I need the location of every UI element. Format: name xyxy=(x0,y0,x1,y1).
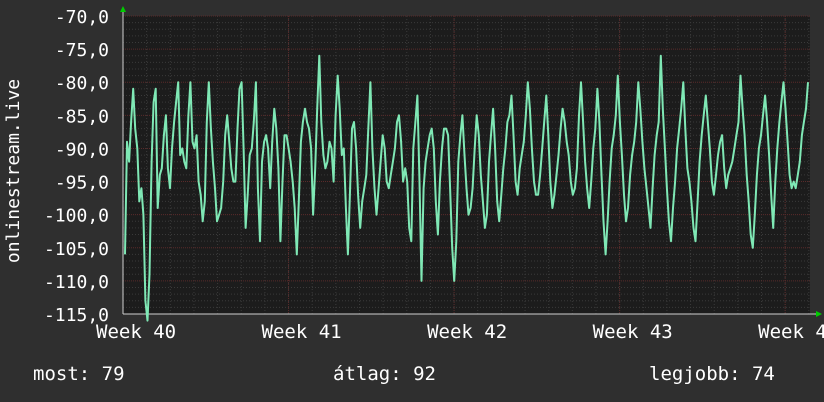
x-tick-label: Week 43 xyxy=(593,321,673,343)
stat-now: most: 79 xyxy=(33,363,125,385)
y-tick-label: -85,0 xyxy=(55,106,109,127)
stat-average: átlag: 92 xyxy=(333,363,436,385)
series-line xyxy=(124,54,809,322)
grid xyxy=(122,15,810,315)
y-tick-label: -80,0 xyxy=(55,73,109,94)
x-tick-label: Week 40 xyxy=(96,321,176,343)
y-tick-label: -70,0 xyxy=(55,7,109,28)
axes xyxy=(120,6,822,317)
stat-best-value: 74 xyxy=(751,363,775,385)
y-axis-arrow-icon xyxy=(120,6,126,12)
stat-best: legjobb: 74 xyxy=(649,363,775,385)
y-tick-label: -75,0 xyxy=(55,40,109,61)
line-chart: -70,0 -75,0 -80,0 -85,0 -90,0 -95,0 -100,0 -105… xyxy=(3,6,824,343)
x-axis-arrow-icon xyxy=(816,311,822,317)
x-tick-label: Week 41 xyxy=(262,321,342,343)
y-tick-label: -105,0 xyxy=(44,239,109,260)
x-tick-label: Week 42 xyxy=(427,321,507,343)
y-tick-label: -115,0 xyxy=(44,305,109,326)
y-tick-label: -90,0 xyxy=(55,139,109,160)
plot-area xyxy=(123,16,810,314)
y-tick-labels: -70,0 -75,0 -80,0 -85,0 -90,0 -95,0 -100,0 -105… xyxy=(44,7,109,326)
series-group xyxy=(124,54,809,322)
stat-now-value: 79 xyxy=(101,363,125,385)
stat-best-label: legjobb: xyxy=(649,363,741,385)
y-tick-label: -110,0 xyxy=(44,272,109,293)
stat-now-label: most: xyxy=(33,363,91,385)
y-tick-label: -100,0 xyxy=(44,206,109,227)
y-tick-label: -95,0 xyxy=(55,173,109,194)
stat-average-label: átlag: xyxy=(333,363,402,385)
stat-average-value: 92 xyxy=(413,363,436,385)
x-tick-labels: Week 40 Week 41 Week 42 Week 43 Week 44 xyxy=(96,321,824,343)
x-tick-label: Week 44 xyxy=(758,321,824,343)
y-axis-title: onlinestream.live xyxy=(3,79,24,263)
